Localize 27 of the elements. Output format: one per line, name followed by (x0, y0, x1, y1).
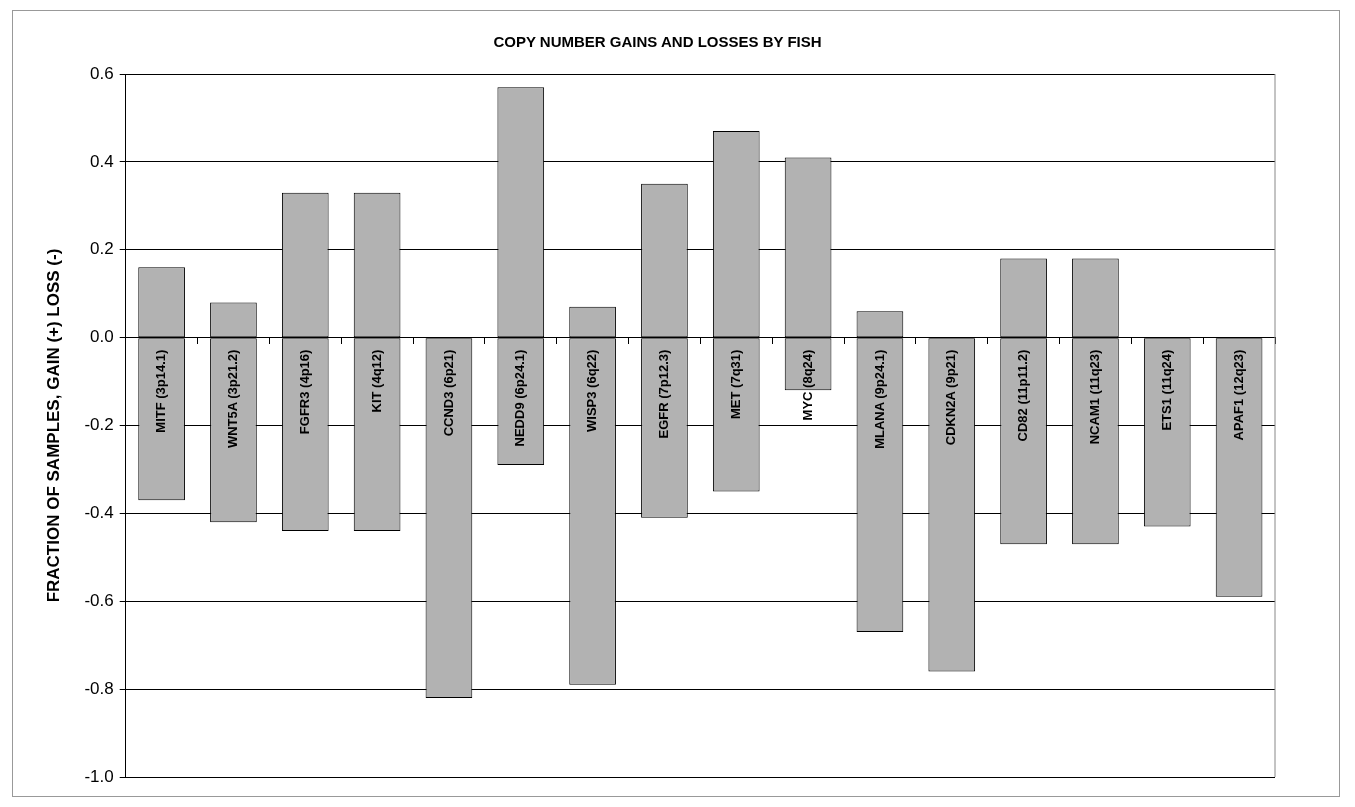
y-tick-label: 0.0 (90, 327, 114, 347)
y-tick-label: 0.4 (90, 151, 114, 171)
x-tick-label: APAF1 (12q23) (1230, 349, 1246, 441)
y-tick-label: 0.6 (90, 63, 114, 83)
y-tick-label: -0.2 (84, 415, 114, 435)
x-tick-label: FGFR3 (4p16) (296, 349, 312, 435)
y-axis-title: FRACTION OF SAMPLES, GAIN (+) LOSS (-) (43, 248, 63, 603)
y-tick-label: -1.0 (84, 766, 114, 786)
x-tick-label: MLANA (9p24.1) (871, 349, 887, 449)
y-tick-label: -0.6 (84, 590, 114, 610)
x-tick-label: CDKN2A (9p21) (943, 349, 959, 446)
x-tick-label: CD82 (11p11.2) (1015, 349, 1031, 442)
y-tick-label: -0.8 (84, 678, 114, 698)
x-tick-label: MET (7q31) (727, 349, 743, 419)
y-tick-label: -0.4 (84, 503, 114, 523)
x-tick-label: CCND3 (6p21) (440, 349, 456, 437)
x-tick-label: MITF (3p14.1) (153, 349, 169, 433)
x-tick-label: NEDD9 (6p24.1) (512, 349, 528, 447)
x-tick-label: KIT (4q12) (368, 349, 384, 413)
x-tick-label: WISP3 (6q22) (584, 349, 600, 432)
x-tick-label: MYC (8q24) (799, 349, 815, 421)
x-tick-label: NCAM1 (11q23) (1087, 349, 1102, 445)
x-tick-label: ETS1 (11q24) (1158, 349, 1174, 431)
x-tick-label: EGFR (7p12.3) (656, 349, 672, 439)
y-tick-label: 0.2 (90, 239, 114, 259)
x-tick-label: WNT5A (3p21.2) (225, 349, 241, 449)
chart-title: COPY NUMBER GAINS AND LOSSES BY FISH (493, 33, 822, 51)
